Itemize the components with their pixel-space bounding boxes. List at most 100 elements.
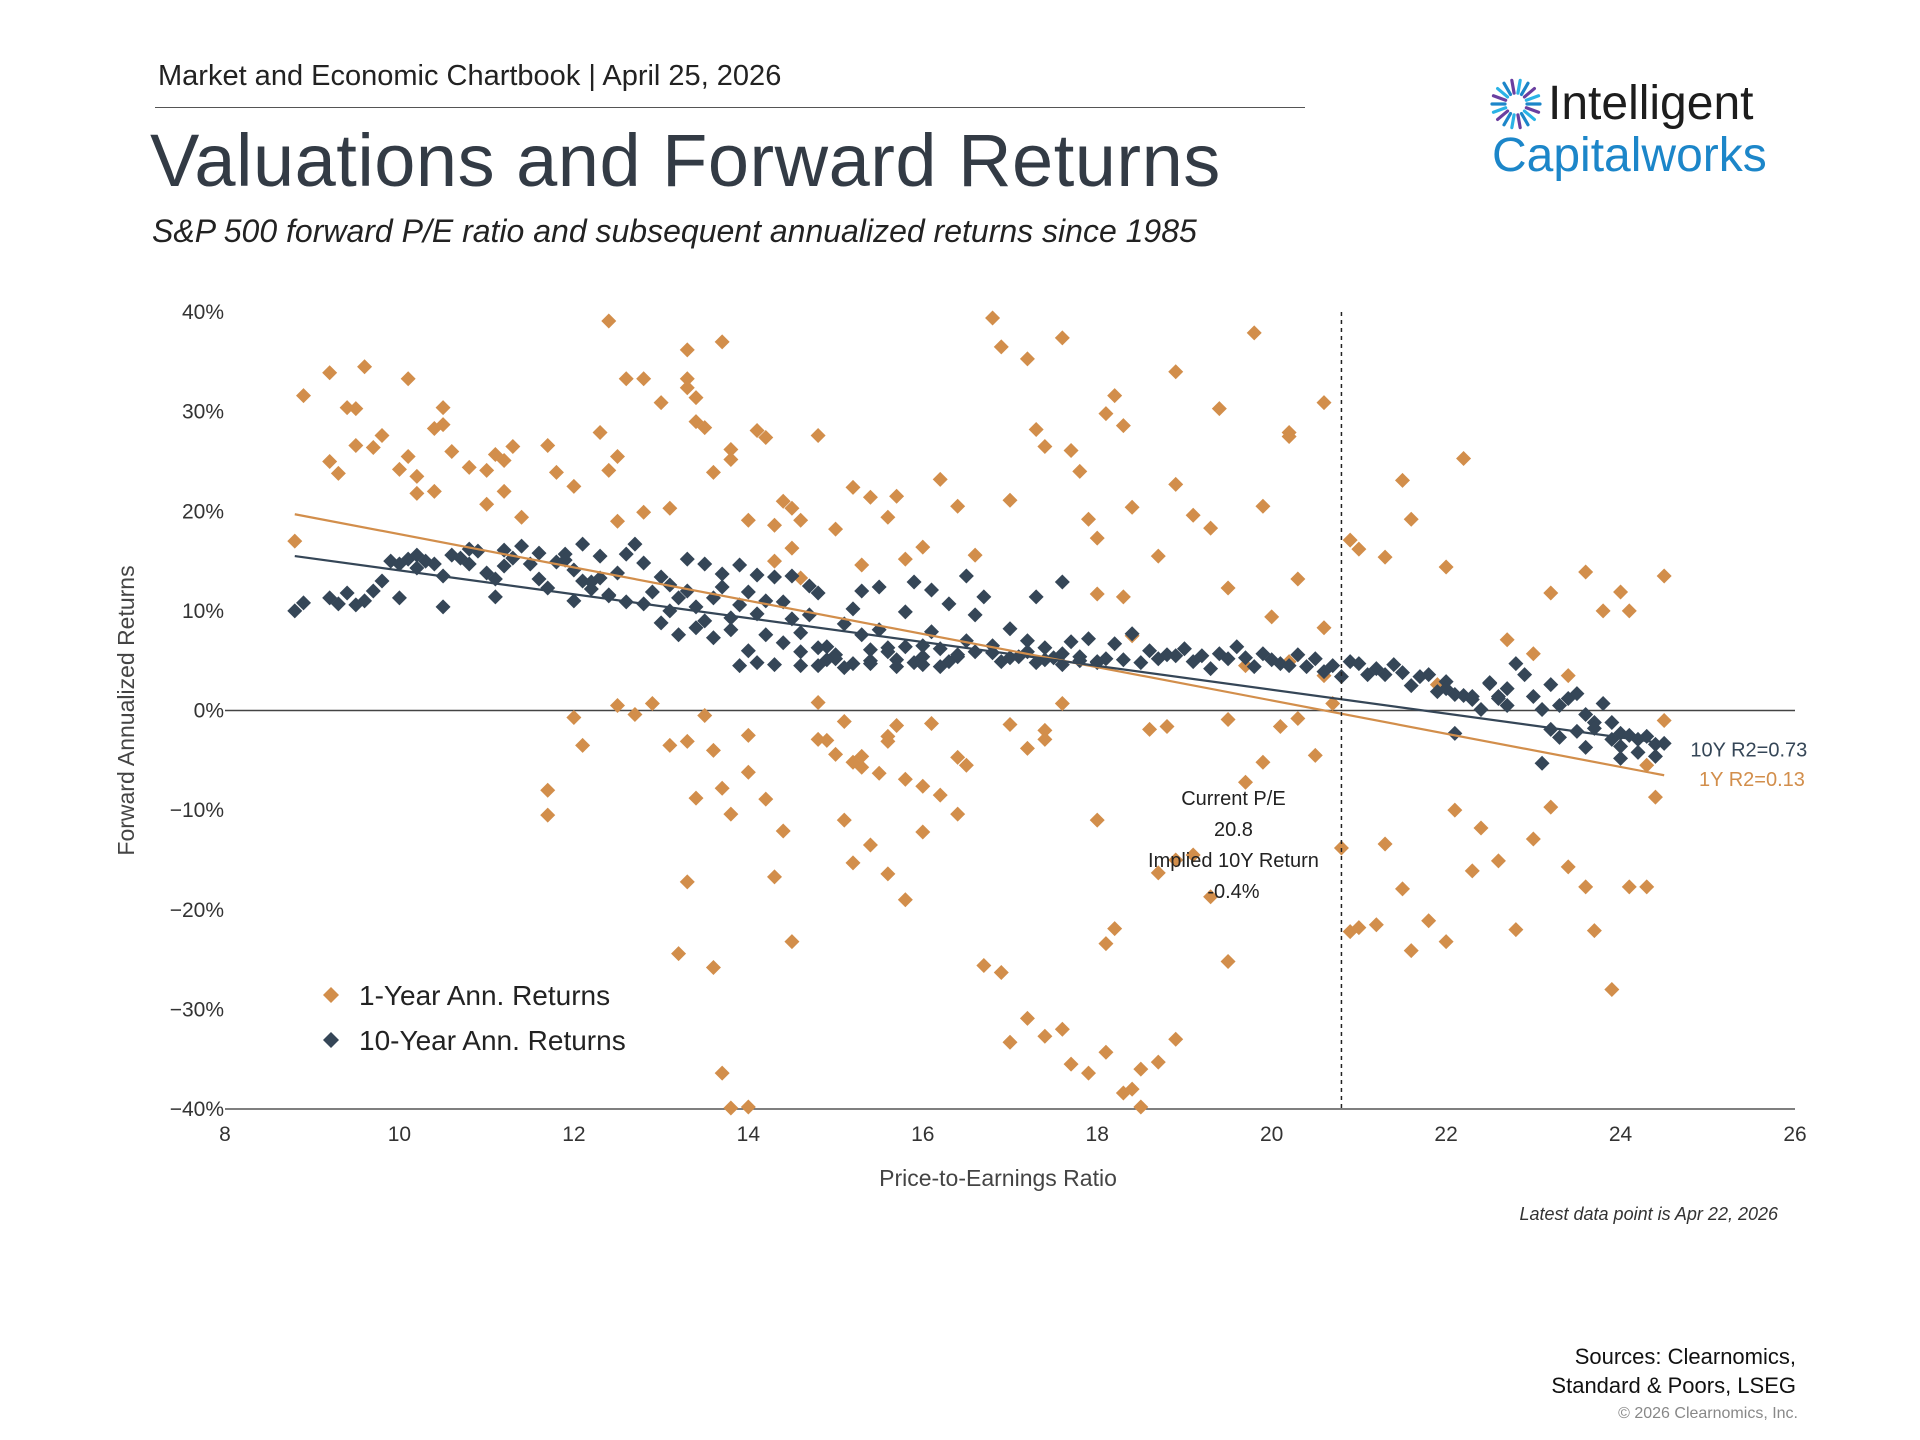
data-point bbox=[653, 569, 669, 585]
data-point bbox=[1159, 718, 1175, 734]
data-point bbox=[854, 748, 870, 764]
y-tick-label: 30% bbox=[182, 401, 224, 424]
data-point bbox=[1604, 981, 1620, 997]
data-point bbox=[732, 658, 748, 674]
data-point bbox=[1368, 917, 1384, 933]
data-point bbox=[897, 771, 913, 787]
data-point bbox=[1525, 831, 1541, 847]
data-point bbox=[679, 380, 695, 396]
data-point bbox=[1464, 689, 1480, 705]
data-point bbox=[339, 400, 355, 416]
logo-ray bbox=[1524, 94, 1541, 102]
data-point bbox=[897, 604, 913, 620]
data-point bbox=[1613, 738, 1629, 754]
x-axis-title: Price-to-Earnings Ratio bbox=[879, 1165, 1117, 1191]
logo-ray bbox=[1522, 86, 1536, 99]
page-title: Valuations and Forward Returns bbox=[150, 119, 1221, 202]
data-point bbox=[1098, 1044, 1114, 1060]
data-point bbox=[1229, 639, 1245, 655]
data-point bbox=[854, 557, 870, 573]
data-point bbox=[322, 453, 338, 469]
data-point bbox=[976, 958, 992, 974]
data-point bbox=[514, 509, 530, 525]
data-point bbox=[958, 633, 974, 649]
data-point bbox=[740, 727, 756, 743]
data-point bbox=[435, 400, 451, 416]
x-axis-ticks: 8 10 12 14 16 18 20 22 24 26 bbox=[219, 1123, 1807, 1146]
data-point bbox=[1002, 492, 1018, 508]
fit-line-1y bbox=[294, 513, 1665, 777]
data-point bbox=[1473, 820, 1489, 836]
data-point bbox=[1054, 1021, 1070, 1037]
data-point bbox=[915, 649, 931, 665]
data-point bbox=[1019, 351, 1035, 367]
y-tick-label: 10% bbox=[182, 600, 224, 623]
data-point bbox=[1543, 799, 1559, 815]
data-point bbox=[1560, 859, 1576, 875]
data-point bbox=[1220, 711, 1236, 727]
data-point bbox=[636, 504, 652, 520]
data-point bbox=[479, 462, 495, 478]
data-point bbox=[688, 790, 704, 806]
data-point bbox=[1316, 395, 1332, 411]
data-point bbox=[1168, 852, 1184, 868]
data-point bbox=[880, 644, 896, 660]
x-tick-label: 20 bbox=[1260, 1123, 1283, 1146]
data-point bbox=[1133, 1099, 1149, 1115]
data-point bbox=[1647, 748, 1663, 764]
data-point bbox=[1150, 1054, 1166, 1070]
data-point bbox=[854, 759, 870, 775]
current-pe-label-line: Current P/E bbox=[1181, 788, 1285, 810]
data-point bbox=[845, 601, 861, 617]
latest-data-note: Latest data point is Apr 22, 2026 bbox=[1519, 1204, 1779, 1224]
data-point bbox=[627, 536, 643, 552]
data-point bbox=[705, 630, 721, 646]
data-point bbox=[784, 934, 800, 950]
data-point bbox=[828, 521, 844, 537]
data-point bbox=[688, 620, 704, 636]
copyright-note: © 2026 Clearnomics, Inc. bbox=[1618, 1405, 1798, 1422]
data-point bbox=[1098, 406, 1114, 422]
logo-ray bbox=[1510, 113, 1516, 130]
data-point bbox=[697, 707, 713, 723]
data-point bbox=[723, 441, 739, 457]
data-point bbox=[1325, 696, 1341, 712]
data-point bbox=[1063, 634, 1079, 650]
data-point bbox=[1203, 661, 1219, 677]
data-point bbox=[1115, 652, 1131, 668]
data-point bbox=[601, 462, 617, 478]
data-point bbox=[801, 607, 817, 623]
data-point bbox=[653, 395, 669, 411]
data-point bbox=[1421, 667, 1437, 683]
data-point bbox=[714, 780, 730, 796]
data-point bbox=[993, 339, 1009, 355]
data-point bbox=[1525, 646, 1541, 662]
data-point bbox=[357, 359, 373, 375]
current-pe-label-line: Implied 10Y Return bbox=[1148, 850, 1319, 872]
x-tick-label: 16 bbox=[911, 1123, 934, 1146]
data-point bbox=[461, 541, 477, 557]
data-point bbox=[1072, 649, 1088, 665]
data-point bbox=[810, 428, 826, 444]
data-point bbox=[854, 583, 870, 599]
data-point bbox=[1490, 853, 1506, 869]
data-point bbox=[339, 585, 355, 601]
data-point bbox=[1508, 656, 1524, 672]
data-point bbox=[985, 310, 1001, 326]
data-point bbox=[1054, 696, 1070, 712]
data-point bbox=[932, 471, 948, 487]
sunburst-logo-icon bbox=[1490, 78, 1542, 130]
data-point bbox=[1115, 589, 1131, 605]
data-point bbox=[330, 465, 346, 481]
data-point bbox=[679, 371, 695, 387]
data-point bbox=[749, 423, 765, 439]
data-point bbox=[749, 655, 765, 671]
data-point bbox=[496, 452, 512, 468]
data-point bbox=[1447, 687, 1463, 703]
data-point bbox=[1377, 549, 1393, 565]
data-point bbox=[758, 627, 774, 643]
data-point bbox=[1063, 1056, 1079, 1072]
data-point bbox=[1211, 401, 1227, 417]
data-point bbox=[1290, 710, 1306, 726]
